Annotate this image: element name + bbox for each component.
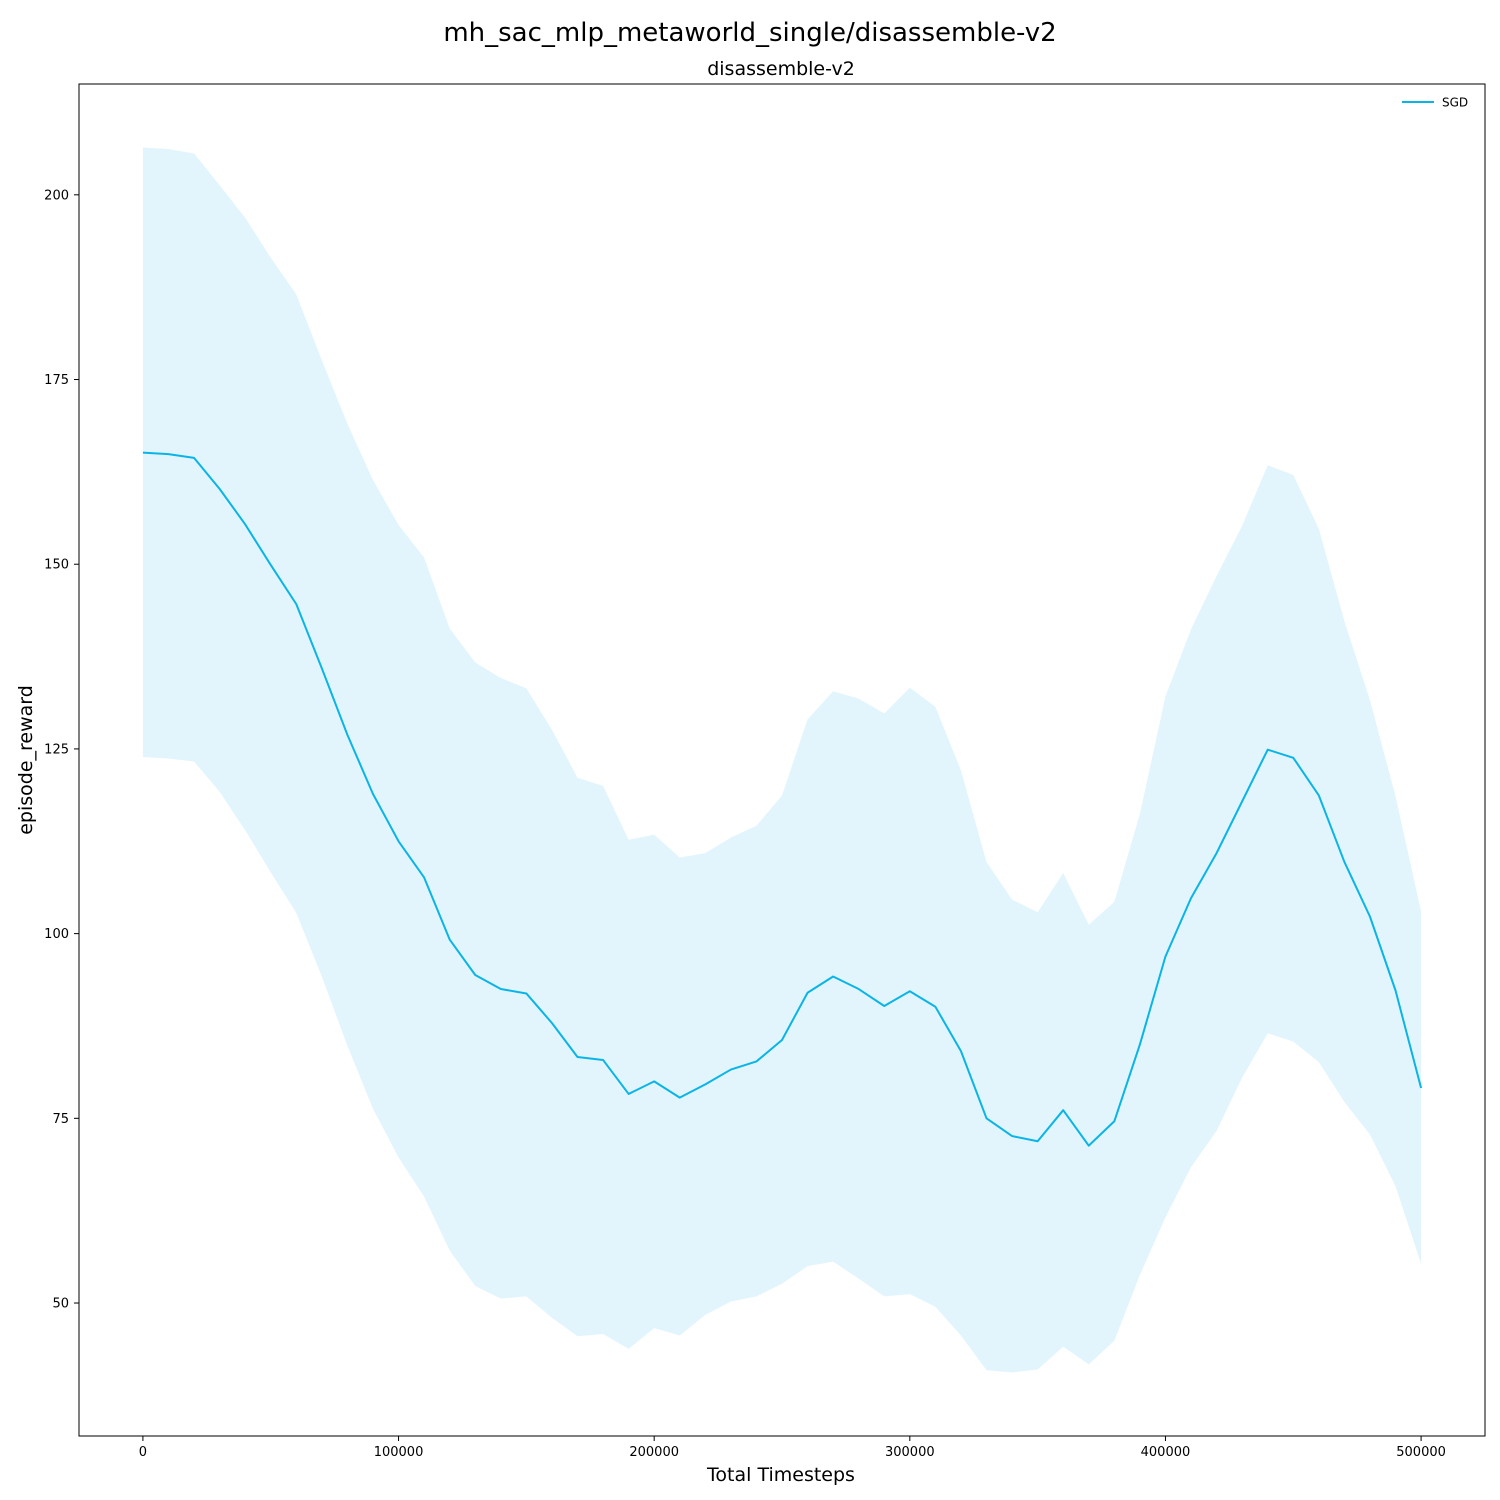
y-tick-label: 125 bbox=[44, 742, 69, 757]
chart-title: disassemble-v2 bbox=[707, 58, 855, 80]
y-axis: 50 75 100 125 150 175 200 bbox=[44, 188, 79, 1312]
y-tick-label: 200 bbox=[44, 188, 69, 203]
y-tick-label: 175 bbox=[44, 373, 69, 388]
confidence-band-layer bbox=[142, 147, 1422, 1373]
y-tick-label: 100 bbox=[44, 927, 69, 942]
legend: SGD bbox=[1402, 96, 1468, 110]
legend-label-sgd: SGD bbox=[1442, 96, 1468, 110]
series-line-layer bbox=[142, 451, 1423, 1147]
series-line-sgd bbox=[142, 451, 1423, 1147]
x-tick-label: 100000 bbox=[374, 1445, 424, 1460]
y-axis-label: episode_reward bbox=[15, 685, 37, 835]
x-tick-label: 400000 bbox=[1141, 1445, 1191, 1460]
x-tick-label: 200000 bbox=[629, 1445, 679, 1460]
x-axis: 0 100000 200000 300000 400000 500000 bbox=[139, 1436, 1446, 1460]
x-tick-label: 0 bbox=[139, 1445, 147, 1460]
x-tick-label: 500000 bbox=[1396, 1445, 1446, 1460]
figure-suptitle: mh_sac_mlp_metaworld_single/disassemble-… bbox=[443, 18, 1056, 48]
confidence-band-sgd bbox=[142, 147, 1422, 1373]
x-axis-label: Total Timesteps bbox=[706, 1464, 855, 1486]
x-tick-label: 300000 bbox=[885, 1445, 935, 1460]
plot-frame bbox=[78, 83, 1486, 1437]
y-tick-label: 75 bbox=[52, 1112, 69, 1127]
y-tick-label: 150 bbox=[44, 558, 69, 573]
y-tick-label: 50 bbox=[52, 1297, 69, 1312]
